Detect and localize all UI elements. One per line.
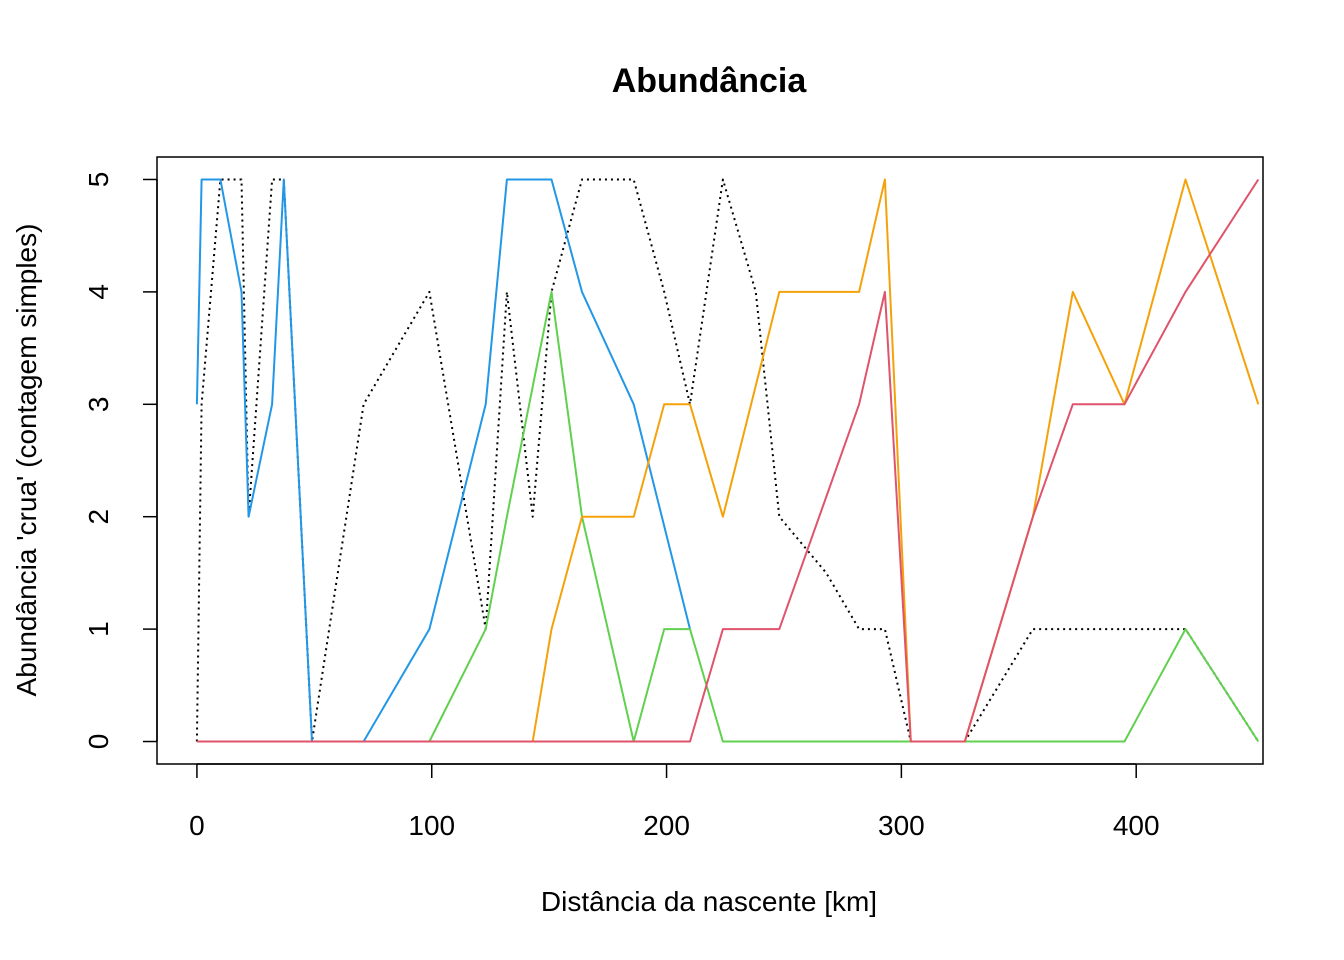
x-tick-label: 300 (878, 810, 925, 841)
x-axis: 0 100 200 300 400 (189, 763, 1160, 841)
series-line-2 (195, 178, 691, 743)
y-axis: 0 1 2 3 4 5 (83, 172, 158, 750)
x-tick-label: 0 (189, 810, 205, 841)
y-tick-label: 3 (83, 397, 114, 413)
series-line-4 (196, 178, 1260, 743)
x-tick-label: 400 (1113, 810, 1160, 841)
y-tick-label: 0 (83, 734, 114, 750)
x-tick-label: 100 (408, 810, 455, 841)
y-axis-label: Abundância 'crua' (contagem simples) (11, 224, 42, 697)
series-line-1 (195, 178, 1260, 743)
y-tick-label: 5 (83, 172, 114, 188)
series-line-3 (196, 290, 1260, 743)
y-tick-label: 4 (83, 284, 114, 300)
series-line-5 (196, 178, 1260, 743)
y-tick-label: 1 (83, 621, 114, 637)
x-axis-label: Distância da nascente [km] (541, 886, 877, 917)
series-layer (195, 178, 1260, 743)
y-tick-label: 2 (83, 509, 114, 525)
chart-title: Abundância (612, 62, 808, 100)
x-tick-label: 200 (643, 810, 690, 841)
